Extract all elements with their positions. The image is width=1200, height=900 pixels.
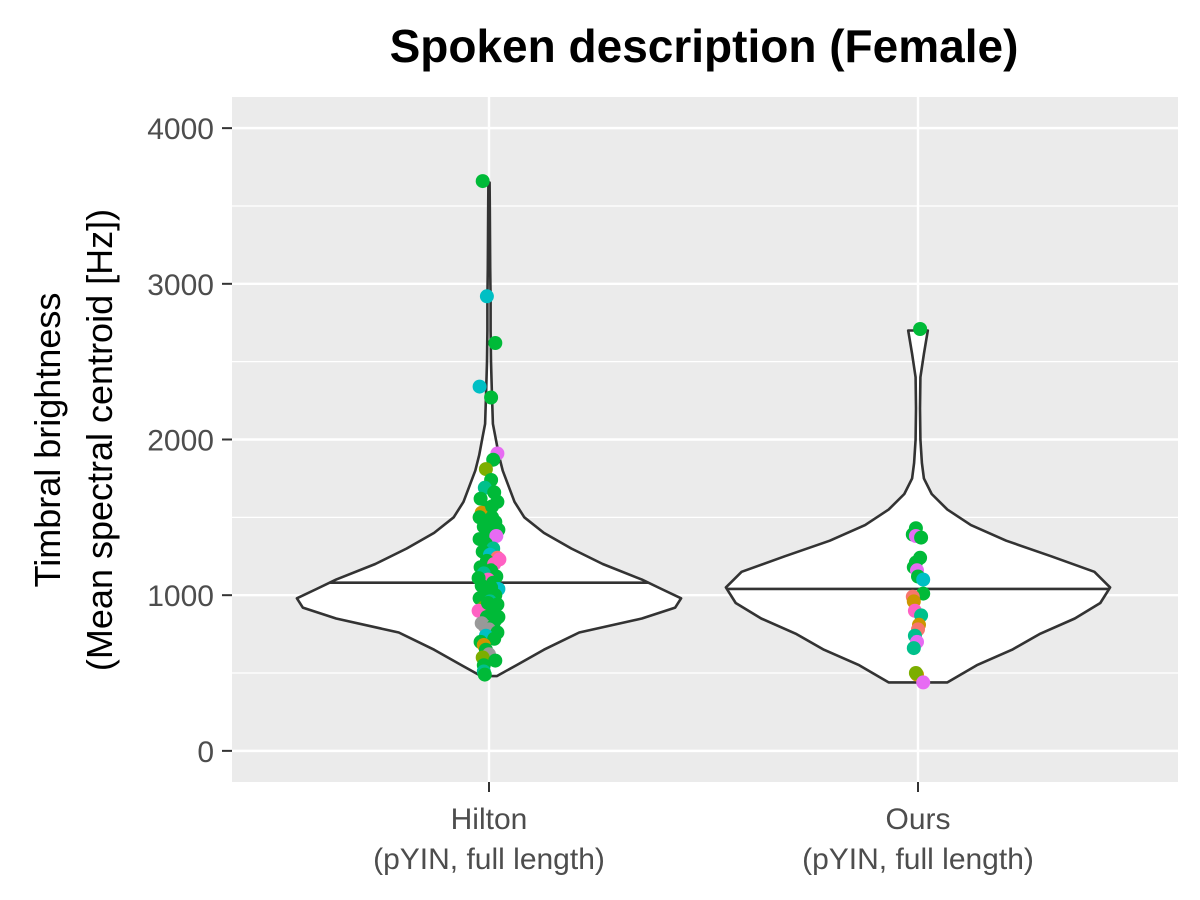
data-point — [484, 390, 499, 405]
y-tick-label: 2000 — [147, 425, 214, 458]
data-point — [485, 499, 500, 514]
data-point — [916, 572, 931, 587]
x-tick-label-line1: Ours — [885, 803, 950, 836]
jitter-points — [471, 174, 931, 690]
violin-shape — [724, 329, 1112, 684]
x-tick-label-line2: (pYIN, full length) — [373, 843, 605, 876]
data-point — [478, 462, 493, 477]
data-point — [472, 379, 487, 394]
data-point — [491, 610, 506, 624]
data-point — [472, 510, 487, 525]
x-axis: Hilton (pYIN, full length) Ours (pYIN, full… — [373, 782, 1034, 876]
data-point — [486, 452, 501, 467]
data-point — [488, 336, 503, 350]
data-point — [914, 530, 929, 545]
y-tick-label: 4000 — [147, 113, 214, 146]
data-point — [488, 653, 503, 668]
data-point — [913, 322, 928, 336]
data-point — [471, 571, 486, 586]
data-point — [492, 552, 507, 567]
data-point — [475, 174, 490, 189]
data-point — [487, 631, 502, 646]
x-tick-label-line2: (pYIN, full length) — [802, 843, 1034, 876]
data-point — [484, 580, 499, 595]
data-point — [906, 641, 921, 656]
y-axis-title: Timbral brightness (Mean spectral centro… — [27, 209, 120, 671]
y-axis-title-line1: Timbral brightness — [27, 293, 68, 588]
data-point — [479, 289, 494, 304]
y-axis: 0 1000 2000 3000 4000 — [147, 113, 232, 769]
chart-title: Spoken description (Female) — [390, 20, 1019, 72]
data-point — [477, 667, 492, 682]
y-tick-label: 0 — [197, 736, 214, 769]
data-point — [489, 529, 504, 543]
data-point — [908, 666, 923, 680]
data-point — [481, 596, 495, 610]
y-tick-label: 1000 — [147, 580, 214, 613]
y-axis-title-line2: (Mean spectral centroid [Hz]) — [79, 209, 120, 671]
data-point — [916, 675, 931, 690]
x-tick-label-line1: Hilton — [451, 803, 528, 836]
y-tick-label: 3000 — [147, 269, 214, 302]
